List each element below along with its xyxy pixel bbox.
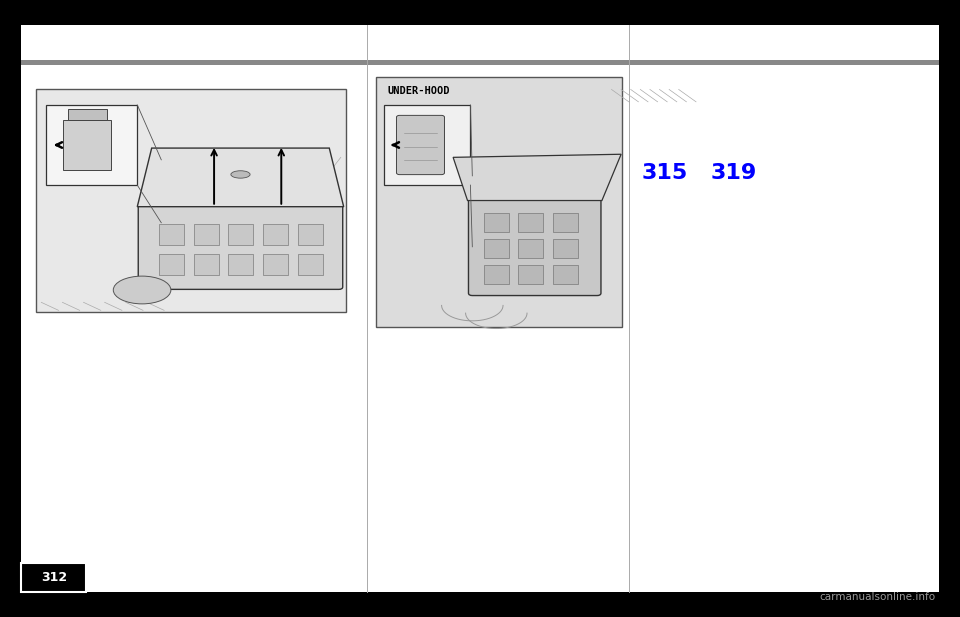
Bar [518,213,543,232]
Bar [194,254,219,275]
Bar [159,224,184,245]
Bar [518,239,543,258]
Bar [484,265,509,284]
Bar [518,265,543,284]
Text: UNDER-HOOD: UNDER-HOOD [388,86,450,96]
Polygon shape [453,154,621,201]
Bar [159,254,184,275]
Bar [376,77,622,327]
Text: carmanualsonline.info: carmanualsonline.info [820,592,936,602]
Bar [553,239,578,258]
Bar [263,254,288,275]
Bar [298,224,323,245]
FancyBboxPatch shape [396,115,444,175]
FancyBboxPatch shape [138,204,343,289]
Polygon shape [137,148,344,207]
Text: 319: 319 [710,163,756,183]
Bar [484,239,509,258]
Bar [263,224,288,245]
Bar [228,224,253,245]
Bar [63,120,111,170]
FancyBboxPatch shape [468,198,601,296]
Bar [228,254,253,275]
Bar [46,105,137,185]
Bar [553,265,578,284]
Bar [298,254,323,275]
Text: 312: 312 [40,571,67,584]
Ellipse shape [113,276,171,304]
Bar [36,89,346,312]
Bar [194,224,219,245]
Bar [384,105,470,185]
Ellipse shape [230,171,250,178]
Bar [21,60,939,65]
Text: 315: 315 [641,163,687,183]
Bar [68,109,107,120]
Bar [484,213,509,232]
Bar [553,213,578,232]
Bar [21,563,86,592]
